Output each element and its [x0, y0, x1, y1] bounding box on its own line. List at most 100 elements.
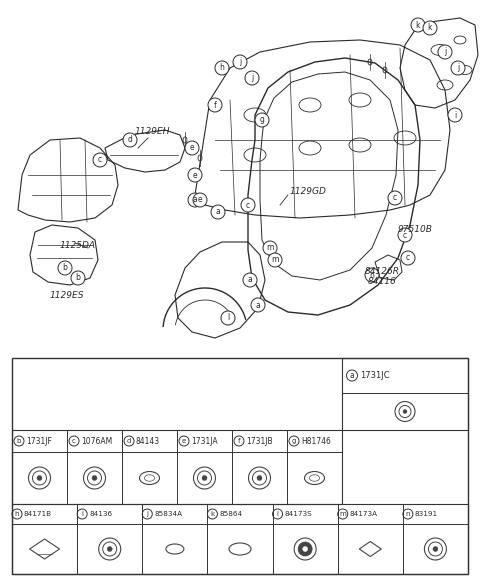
Circle shape — [188, 168, 202, 182]
Circle shape — [193, 193, 207, 207]
Circle shape — [243, 273, 257, 287]
Text: m: m — [271, 256, 279, 264]
Text: f: f — [214, 100, 216, 109]
Text: c: c — [406, 253, 410, 263]
Circle shape — [107, 547, 112, 551]
Text: 1731JC: 1731JC — [360, 371, 390, 380]
Circle shape — [251, 298, 265, 312]
Text: a: a — [349, 371, 354, 380]
Bar — [12, 504, 468, 574]
Text: 84143: 84143 — [136, 437, 160, 445]
Text: a: a — [192, 195, 197, 204]
Text: j: j — [457, 63, 459, 73]
Circle shape — [71, 271, 85, 285]
Circle shape — [433, 547, 438, 551]
Circle shape — [268, 253, 282, 267]
Text: 1129GD: 1129GD — [290, 188, 327, 196]
Text: e: e — [198, 195, 202, 204]
Text: 1129ES: 1129ES — [50, 290, 84, 300]
Text: j: j — [239, 58, 241, 66]
Circle shape — [257, 476, 262, 480]
Text: g: g — [292, 438, 296, 444]
Text: 83191: 83191 — [415, 511, 438, 517]
Text: e: e — [192, 170, 197, 180]
Circle shape — [188, 193, 202, 207]
Text: 84173A: 84173A — [350, 511, 378, 517]
Text: e: e — [182, 438, 186, 444]
Text: h: h — [15, 511, 19, 517]
Circle shape — [438, 45, 452, 59]
Text: c: c — [98, 156, 102, 165]
Text: 84116: 84116 — [368, 278, 397, 286]
Circle shape — [58, 261, 72, 275]
Text: l: l — [227, 313, 229, 323]
Circle shape — [215, 61, 229, 75]
Text: b: b — [75, 274, 81, 282]
Text: f: f — [238, 438, 240, 444]
Text: 1731JF: 1731JF — [26, 437, 52, 445]
Text: 1731JB: 1731JB — [246, 437, 273, 445]
Text: H81746: H81746 — [301, 437, 331, 445]
Bar — [342, 358, 468, 430]
Text: i: i — [81, 511, 83, 517]
Text: a: a — [256, 301, 260, 309]
Text: 1731JA: 1731JA — [191, 437, 217, 445]
Bar — [12, 358, 468, 574]
Text: 1129EH: 1129EH — [135, 127, 170, 137]
Text: j: j — [251, 74, 253, 82]
Text: k: k — [416, 21, 420, 29]
Text: j: j — [146, 511, 148, 517]
Text: m: m — [266, 244, 274, 252]
Circle shape — [401, 251, 415, 265]
Text: h: h — [219, 63, 225, 73]
Text: a: a — [216, 207, 220, 217]
Circle shape — [92, 476, 97, 480]
Text: c: c — [72, 438, 76, 444]
Circle shape — [211, 205, 225, 219]
Circle shape — [398, 228, 412, 242]
Text: 84136: 84136 — [89, 511, 112, 517]
Text: 84171B: 84171B — [24, 511, 52, 517]
Text: 97510B: 97510B — [398, 225, 433, 234]
Circle shape — [255, 113, 269, 127]
Text: d: d — [127, 438, 131, 444]
Circle shape — [448, 108, 462, 122]
Circle shape — [233, 55, 247, 69]
Text: 1076AM: 1076AM — [81, 437, 112, 445]
Text: i: i — [454, 111, 456, 119]
Text: b: b — [17, 438, 21, 444]
Circle shape — [202, 476, 207, 480]
Text: c: c — [393, 194, 397, 203]
Text: e: e — [190, 143, 194, 153]
Text: c: c — [403, 230, 407, 240]
Text: b: b — [62, 263, 67, 272]
Circle shape — [263, 241, 277, 255]
Text: n: n — [370, 271, 374, 279]
Circle shape — [388, 191, 402, 205]
Circle shape — [298, 542, 312, 556]
Text: n: n — [406, 511, 410, 517]
Circle shape — [185, 141, 199, 155]
Circle shape — [365, 268, 379, 282]
Circle shape — [241, 198, 255, 212]
Text: k: k — [210, 511, 215, 517]
Text: g: g — [260, 116, 264, 124]
Circle shape — [403, 410, 407, 414]
Text: l: l — [276, 511, 278, 517]
Text: 85864: 85864 — [219, 511, 242, 517]
Circle shape — [245, 71, 259, 85]
Circle shape — [411, 18, 425, 32]
Text: d: d — [128, 135, 132, 145]
Circle shape — [208, 98, 222, 112]
Text: k: k — [428, 24, 432, 32]
Circle shape — [93, 153, 107, 167]
Circle shape — [303, 547, 308, 551]
Text: a: a — [248, 275, 252, 285]
Circle shape — [37, 476, 42, 480]
Text: 85834A: 85834A — [154, 511, 182, 517]
Text: 84126R: 84126R — [365, 267, 400, 276]
Circle shape — [221, 311, 235, 325]
Text: j: j — [444, 47, 446, 56]
Bar — [12, 430, 342, 504]
Circle shape — [123, 133, 137, 147]
